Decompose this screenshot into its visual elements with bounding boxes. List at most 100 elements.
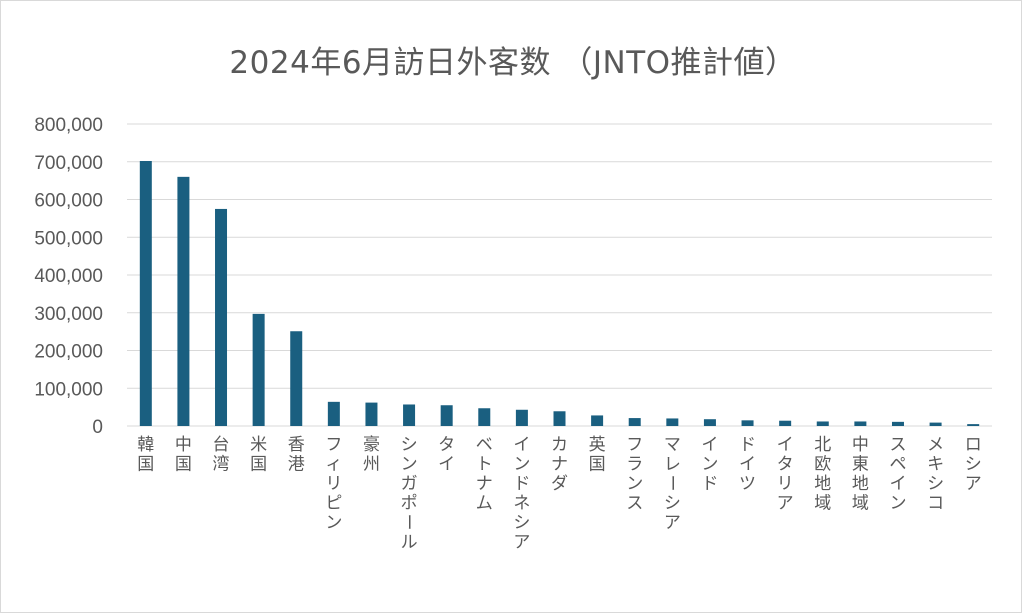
x-category-char: シ	[513, 513, 530, 533]
x-category-char: 中	[852, 435, 869, 455]
x-category-char: ペ	[889, 455, 906, 475]
bar	[816, 421, 829, 426]
bar	[967, 424, 980, 426]
x-category-char: ム	[476, 494, 493, 514]
bar	[139, 160, 152, 426]
y-axis-ticks: 0 100,000 200,000 300,000 400,000 500,000 600,…	[34, 115, 103, 438]
x-category-char: ス	[626, 494, 643, 514]
x-category-char: ン	[401, 455, 418, 475]
bar	[741, 420, 754, 426]
y-tick-label: 600,000	[34, 191, 103, 212]
x-category-char: 英	[589, 435, 606, 455]
y-tick-label: 800,000	[34, 115, 103, 136]
chart-title: 2024年6月訪日外客数 （JNTO推計値）	[229, 45, 797, 81]
x-category-char: ィ	[325, 455, 342, 475]
bar	[779, 420, 792, 426]
x-category-label: 英国	[589, 435, 606, 475]
y-tick-label: 100,000	[34, 379, 103, 400]
y-tick-label: 200,000	[34, 342, 103, 363]
x-category-label: ロシア	[965, 435, 982, 494]
x-category-char: ト	[476, 455, 493, 475]
x-category-char: ア	[965, 474, 982, 494]
bar	[252, 313, 265, 426]
bar	[440, 405, 453, 426]
x-category-char: ダ	[551, 474, 568, 494]
x-category-char: シ	[965, 455, 982, 475]
x-category-char: イ	[513, 435, 530, 455]
x-category-char: ベ	[476, 435, 493, 455]
x-category-label: タイ	[438, 435, 455, 475]
x-category-char: 米	[250, 435, 267, 455]
x-category-char: ア	[664, 513, 681, 533]
bar	[365, 402, 378, 426]
x-category-char: ー	[661, 475, 681, 492]
x-category-char: タ	[438, 435, 455, 455]
x-category-char: 州	[363, 455, 380, 475]
x-category-char: メ	[927, 435, 944, 455]
y-tick-label: 400,000	[34, 266, 103, 287]
x-category-char: マ	[664, 435, 681, 455]
x-category-char: ツ	[739, 474, 756, 494]
x-category-label: 豪州	[363, 434, 380, 475]
x-category-char: ド	[701, 474, 718, 494]
x-category-char: ピ	[325, 494, 342, 514]
grid-lines	[127, 123, 992, 427]
bars	[139, 160, 980, 426]
x-category-char: 台	[213, 435, 230, 455]
x-category-char: ラ	[626, 455, 643, 475]
x-category-char: 地	[852, 474, 869, 494]
bar	[666, 418, 679, 426]
bar	[290, 331, 303, 426]
x-category-char: 香	[288, 435, 305, 455]
x-category-char: ポ	[401, 494, 418, 514]
x-category-char: 東	[852, 455, 869, 475]
x-category-char: ン	[889, 494, 906, 514]
y-tick-label: 700,000	[34, 153, 103, 174]
bar	[403, 404, 416, 426]
x-category-char: ン	[626, 474, 643, 494]
x-category-char: 北	[814, 435, 831, 455]
x-category-char: 港	[288, 455, 305, 475]
x-category-char: ア	[777, 494, 794, 514]
x-category-char: ン	[325, 513, 342, 533]
bar	[854, 421, 867, 426]
bar	[177, 176, 190, 426]
bar	[553, 411, 566, 426]
x-category-char: シ	[401, 435, 418, 455]
x-category-char: 国	[137, 455, 154, 475]
x-category-char: シ	[927, 474, 944, 494]
x-category-char: シ	[664, 494, 681, 514]
bar	[703, 419, 716, 426]
x-category-label: ドイツ	[739, 435, 756, 494]
x-category-char: イ	[777, 435, 794, 455]
bar	[327, 401, 340, 426]
x-category-char: イ	[739, 455, 756, 475]
bar	[515, 409, 528, 426]
x-category-char: ス	[889, 435, 906, 455]
x-category-char: ン	[513, 455, 530, 475]
x-category-char: ル	[401, 533, 418, 553]
x-category-char: 欧	[814, 455, 831, 475]
x-category-char: ア	[513, 533, 530, 553]
x-category-char: ド	[513, 474, 530, 494]
x-category-char: 韓	[137, 435, 154, 455]
x-category-label: カナダ	[551, 435, 568, 494]
x-category-char: イ	[889, 474, 906, 494]
y-tick-label: 500,000	[34, 228, 103, 249]
y-tick-label: 0	[92, 417, 103, 438]
y-tick-label: 300,000	[34, 304, 103, 325]
x-category-char: リ	[325, 474, 342, 494]
x-category-char: 域	[852, 494, 869, 514]
x-category-char: ナ	[476, 474, 493, 494]
x-category-char: リ	[777, 474, 794, 494]
x-category-char: ネ	[513, 494, 530, 514]
x-category-char: イ	[438, 455, 455, 475]
x-category-label: 香港	[288, 435, 305, 475]
